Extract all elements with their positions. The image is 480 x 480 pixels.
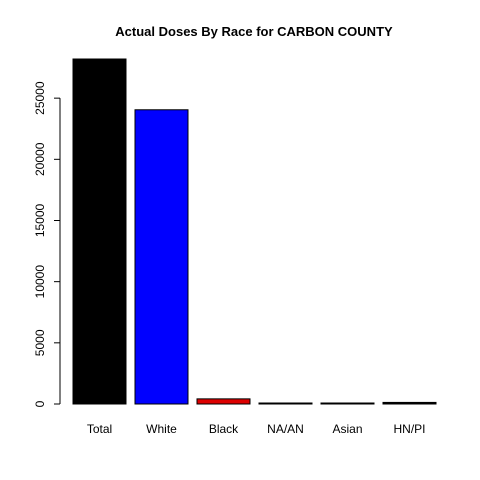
bar-na-an (258, 402, 313, 405)
x-axis-labels: Total White Black NA/AN Asian HN/PI (87, 422, 426, 436)
y-tick-label: 5000 (33, 329, 47, 356)
y-tick-label: 0 (33, 400, 47, 407)
bar-total (72, 58, 127, 405)
y-tick-label: 10000 (33, 265, 47, 299)
x-tick-label: NA/AN (267, 422, 304, 436)
y-tick-label: 15000 (33, 203, 47, 237)
x-tick-label: Total (87, 422, 112, 436)
bar-white (134, 109, 189, 405)
y-tick-label: 25000 (33, 81, 47, 115)
x-tick-label: Asian (332, 422, 362, 436)
y-tick-label: 20000 (33, 142, 47, 176)
bar-black (196, 398, 251, 405)
x-tick-label: HN/PI (393, 422, 425, 436)
x-tick-label: Black (209, 422, 239, 436)
bars (72, 58, 437, 405)
bar-asian (320, 402, 375, 405)
bar-hn-pi (382, 401, 437, 405)
chart-title: Actual Doses By Race for CARBON COUNTY (115, 24, 393, 39)
y-axis: 0 5000 10000 15000 20000 25000 (33, 81, 61, 407)
x-tick-label: White (146, 422, 177, 436)
